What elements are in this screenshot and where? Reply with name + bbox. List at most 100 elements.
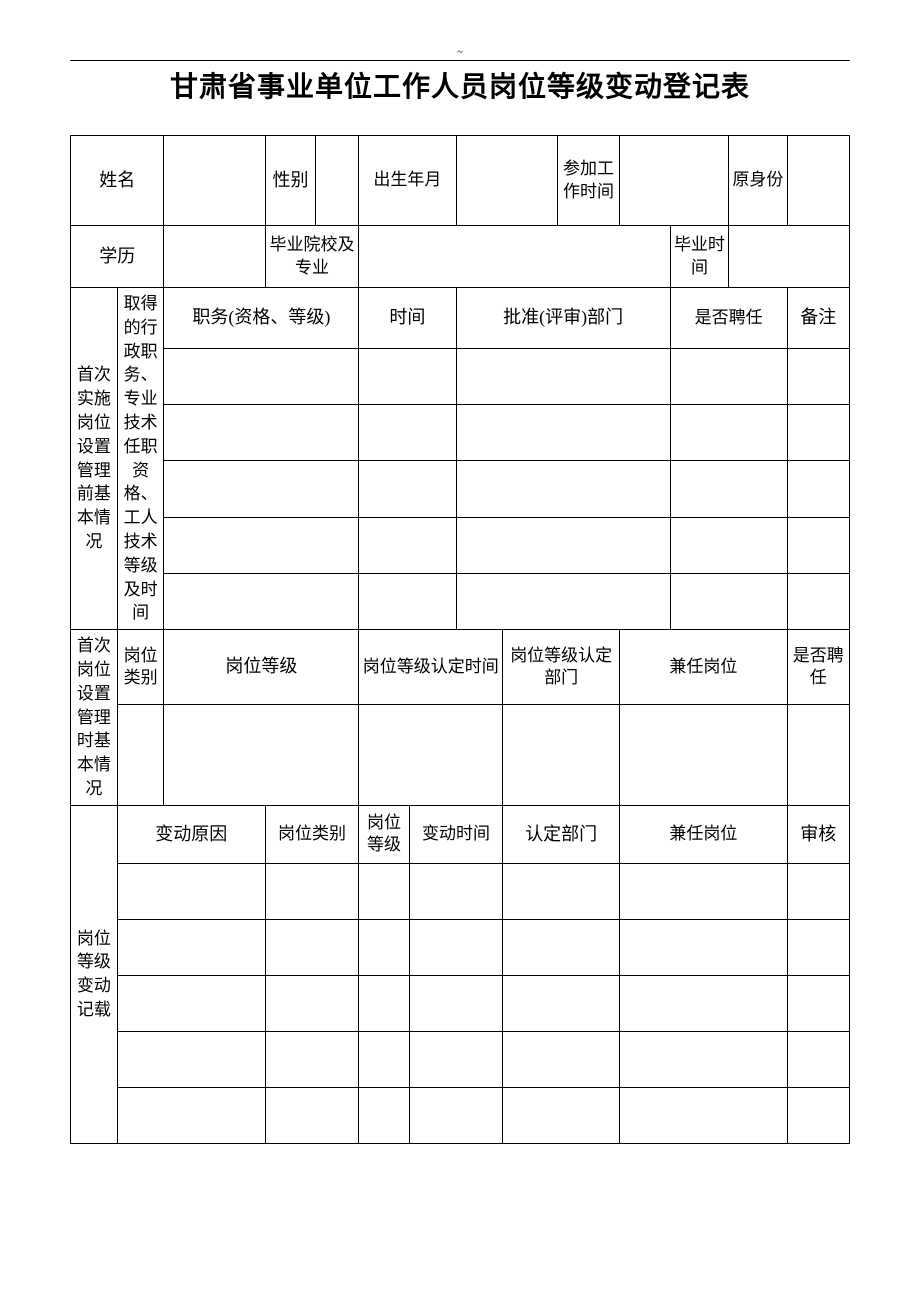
s2-h5: 兼任岗位	[620, 630, 787, 705]
s1-h3: 批准(评审)部门	[456, 288, 670, 349]
worktime-value	[620, 136, 729, 226]
s1-r4-c1	[164, 517, 359, 573]
s2-v5	[620, 705, 787, 806]
s3-h4: 变动时间	[409, 805, 502, 863]
s3-h6: 兼任岗位	[620, 805, 787, 863]
s2-v4	[503, 705, 620, 806]
s1-r3-c5	[787, 461, 849, 517]
s3-r3-c6	[620, 975, 787, 1031]
s3-r4-c1	[117, 1031, 265, 1087]
s1-r1-c3	[456, 348, 670, 404]
gradtime-value	[729, 226, 850, 288]
s2-v6	[787, 705, 849, 806]
s3-r5-c6	[620, 1087, 787, 1143]
s2-h6: 是否聘任	[787, 630, 849, 705]
s1-r3-c3	[456, 461, 670, 517]
s2-v2	[164, 705, 359, 806]
registration-table: 姓名 性别 出生年月 参加工作时间 原身份 学历 毕业院校及专业 毕业时间 首次…	[70, 135, 850, 1144]
s1-r4-c4	[670, 517, 787, 573]
s3-r2-c1	[117, 919, 265, 975]
s1-h2: 时间	[359, 288, 456, 349]
s3-r3-c2	[265, 975, 358, 1031]
s1-r2-c2	[359, 404, 456, 460]
birth-label: 出生年月	[359, 136, 456, 226]
s1-r2-c1	[164, 404, 359, 460]
s3-r2-c6	[620, 919, 787, 975]
s2-h2: 岗位等级	[164, 630, 359, 705]
s3-r4-c5	[503, 1031, 620, 1087]
s3-r1-c4	[409, 863, 502, 919]
school-label: 毕业院校及专业	[265, 226, 358, 288]
section1-side-label: 首次实施岗位设置管理前基本情况	[71, 288, 118, 630]
top-rule	[70, 60, 850, 61]
s3-h5: 认定部门	[503, 805, 620, 863]
s3-r3-c1	[117, 975, 265, 1031]
s1-h5: 备注	[787, 288, 849, 349]
s3-r1-c1	[117, 863, 265, 919]
s1-h4: 是否聘任	[670, 288, 787, 349]
s2-v1	[117, 705, 164, 806]
s2-h1: 岗位类别	[117, 630, 164, 705]
s3-h3: 岗位等级	[359, 805, 410, 863]
s3-r3-c5	[503, 975, 620, 1031]
s3-r2-c7	[787, 919, 849, 975]
s3-r1-c2	[265, 863, 358, 919]
s1-r4-c3	[456, 517, 670, 573]
s1-r4-c2	[359, 517, 456, 573]
s3-r4-c4	[409, 1031, 502, 1087]
s2-h4: 岗位等级认定部门	[503, 630, 620, 705]
s3-h1: 变动原因	[117, 805, 265, 863]
edu-label: 学历	[71, 226, 164, 288]
worktime-label: 参加工作时间	[557, 136, 619, 226]
identity-value	[787, 136, 849, 226]
s3-r1-c6	[620, 863, 787, 919]
s1-h1: 职务(资格、等级)	[164, 288, 359, 349]
s1-r5-c5	[787, 573, 849, 629]
birth-value	[456, 136, 557, 226]
s3-r5-c3	[359, 1087, 410, 1143]
page-title: 甘肃省事业单位工作人员岗位等级变动登记表	[70, 65, 850, 105]
s1-r2-c3	[456, 404, 670, 460]
s1-r2-c5	[787, 404, 849, 460]
s3-r2-c2	[265, 919, 358, 975]
edu-value	[164, 226, 265, 288]
name-value	[164, 136, 265, 226]
gender-label: 性别	[265, 136, 316, 226]
name-label: 姓名	[71, 136, 164, 226]
s1-r1-c2	[359, 348, 456, 404]
s1-r5-c3	[456, 573, 670, 629]
school-value	[359, 226, 671, 288]
s3-h2: 岗位类别	[265, 805, 358, 863]
s3-r5-c5	[503, 1087, 620, 1143]
s1-r5-c1	[164, 573, 359, 629]
identity-label: 原身份	[729, 136, 787, 226]
s3-r2-c5	[503, 919, 620, 975]
s3-r5-c4	[409, 1087, 502, 1143]
s3-r4-c3	[359, 1031, 410, 1087]
section3-side-label: 岗位等级变动记载	[71, 805, 118, 1143]
gender-value	[316, 136, 359, 226]
s1-r5-c4	[670, 573, 787, 629]
s1-r1-c4	[670, 348, 787, 404]
s3-r4-c7	[787, 1031, 849, 1087]
s1-r4-c5	[787, 517, 849, 573]
section2-side-label: 首次岗位设置管理时基本情况	[71, 630, 118, 806]
s2-v3	[359, 705, 503, 806]
s3-r5-c1	[117, 1087, 265, 1143]
s1-r3-c1	[164, 461, 359, 517]
s3-r5-c7	[787, 1087, 849, 1143]
s3-r2-c4	[409, 919, 502, 975]
s3-r3-c3	[359, 975, 410, 1031]
s1-r2-c4	[670, 404, 787, 460]
s3-r1-c7	[787, 863, 849, 919]
s3-r5-c2	[265, 1087, 358, 1143]
s1-r3-c4	[670, 461, 787, 517]
gradtime-label: 毕业时间	[670, 226, 728, 288]
s3-r4-c6	[620, 1031, 787, 1087]
s3-r3-c4	[409, 975, 502, 1031]
s1-r5-c2	[359, 573, 456, 629]
section1-sub-label: 取得的行政职务、专业技术任职资格、工人技术等级及时间	[117, 288, 164, 630]
s3-r1-c5	[503, 863, 620, 919]
s2-h3: 岗位等级认定时间	[359, 630, 503, 705]
s3-r3-c7	[787, 975, 849, 1031]
